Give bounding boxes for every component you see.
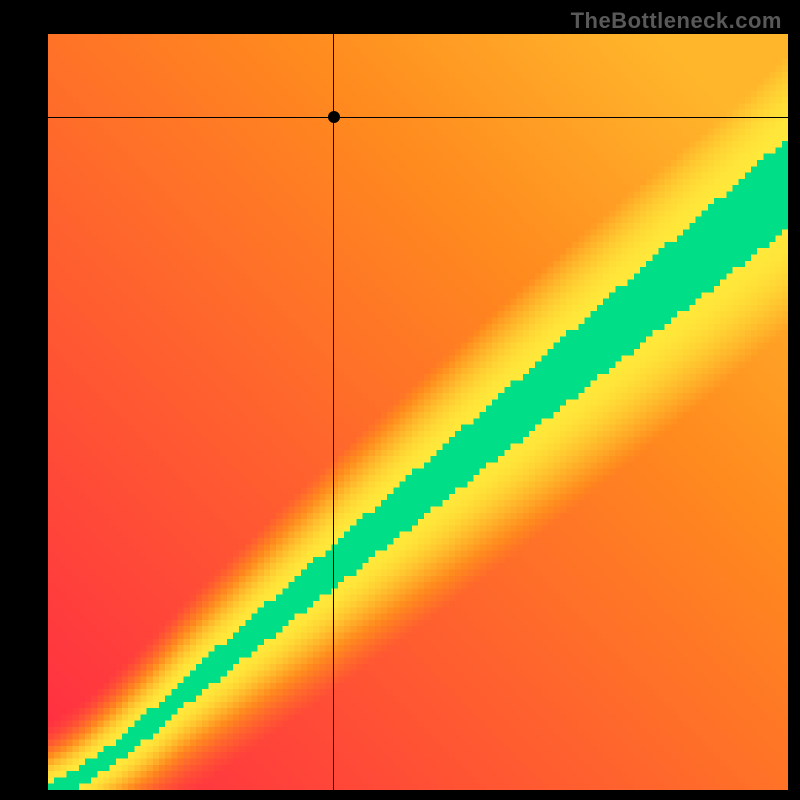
chart-container: TheBottleneck.com — [0, 0, 800, 800]
bottleneck-heatmap — [48, 34, 788, 790]
watermark-text: TheBottleneck.com — [571, 8, 782, 34]
plot-area — [48, 34, 788, 790]
crosshair-horizontal — [48, 117, 788, 118]
crosshair-marker-dot — [328, 111, 340, 123]
crosshair-vertical — [333, 34, 334, 790]
